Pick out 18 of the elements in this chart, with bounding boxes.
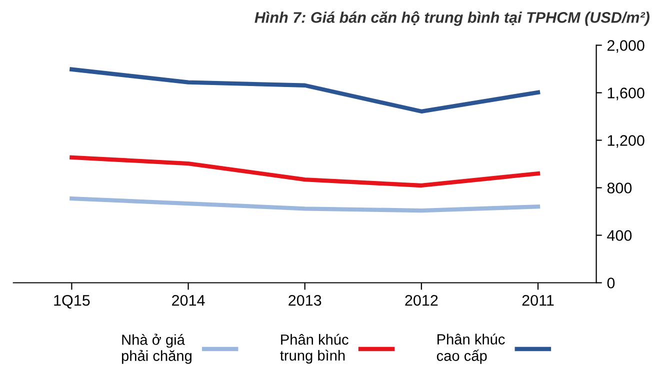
- chart-title: Hình 7: Giá bán căn hộ trung bình tại TPHCM (USD/m²): [254, 11, 650, 26]
- line-series: [70, 155, 540, 188]
- line-series: [70, 67, 540, 114]
- legend-label: Phân khúc trung bình: [280, 334, 348, 364]
- legend-label: Phân khúc cao cấp: [436, 334, 505, 364]
- y-tick-label: 1,600: [608, 88, 644, 100]
- y-tick-label: 2,000: [607, 40, 644, 53]
- y-tick-label: 400: [607, 230, 632, 241]
- y-tick-label: 0: [607, 278, 615, 288]
- x-tick-label: 2012: [405, 294, 438, 306]
- x-tick-label: 2013: [288, 294, 322, 306]
- x-tick-label: 2011: [522, 294, 554, 306]
- legend-label: Nhà ở giá phải chăng: [122, 334, 192, 364]
- x-tick-label: 1Q15: [54, 294, 90, 309]
- y-tick-label: 800: [607, 182, 632, 194]
- y-tick-label: 1,200: [608, 135, 644, 148]
- x-tick-label: 2014: [172, 294, 205, 306]
- line-series: [70, 196, 540, 213]
